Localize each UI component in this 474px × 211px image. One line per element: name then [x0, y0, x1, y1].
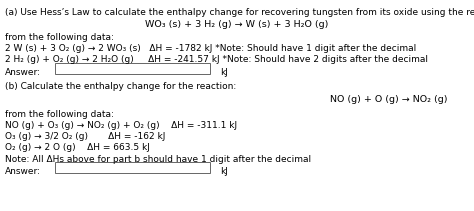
Text: Answer:: Answer:: [5, 167, 41, 176]
Bar: [55, 63, 210, 74]
Text: 2 W (s) + 3 O₂ (g) → 2 WO₃ (s)   ΔH = -1782 kJ *Note: Should have 1 digit after : 2 W (s) + 3 O₂ (g) → 2 WO₃ (s) ΔH = -178…: [5, 44, 416, 53]
Bar: [55, 162, 210, 173]
Text: Note: All ΔHs above for part b should have 1 digit after the decimal: Note: All ΔHs above for part b should ha…: [5, 155, 311, 164]
Text: kJ: kJ: [220, 167, 228, 176]
Text: (b) Calculate the enthalpy change for the reaction:: (b) Calculate the enthalpy change for th…: [5, 82, 236, 91]
Text: 2 H₂ (g) + O₂ (g) → 2 H₂O (g)     ΔH = -241.57 kJ *Note: Should have 2 digits af: 2 H₂ (g) + O₂ (g) → 2 H₂O (g) ΔH = -241.…: [5, 55, 428, 64]
Text: NO (g) + O (g) → NO₂ (g): NO (g) + O (g) → NO₂ (g): [330, 95, 447, 104]
Text: Answer:: Answer:: [5, 68, 41, 77]
Text: from the following data:: from the following data:: [5, 110, 114, 119]
Text: O₃ (g) → 3/2 O₂ (g)       ΔH = -162 kJ: O₃ (g) → 3/2 O₂ (g) ΔH = -162 kJ: [5, 132, 165, 141]
Text: (a) Use Hess’s Law to calculate the enthalpy change for recovering tungsten from: (a) Use Hess’s Law to calculate the enth…: [5, 8, 474, 17]
Text: WO₃ (s) + 3 H₂ (g) → W (s) + 3 H₂O (g): WO₃ (s) + 3 H₂ (g) → W (s) + 3 H₂O (g): [146, 20, 328, 29]
Text: O₂ (g) → 2 O (g)    ΔH = 663.5 kJ: O₂ (g) → 2 O (g) ΔH = 663.5 kJ: [5, 143, 150, 152]
Text: kJ: kJ: [220, 68, 228, 77]
Text: NO (g) + O₃ (g) → NO₂ (g) + O₂ (g)    ΔH = -311.1 kJ: NO (g) + O₃ (g) → NO₂ (g) + O₂ (g) ΔH = …: [5, 121, 237, 130]
Text: from the following data:: from the following data:: [5, 33, 114, 42]
